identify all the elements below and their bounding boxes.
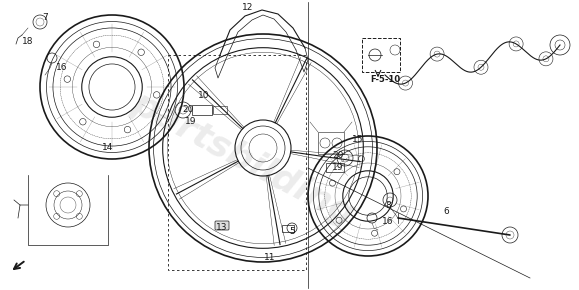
Bar — [362, 38, 400, 72]
Text: 14: 14 — [102, 144, 113, 153]
Bar — [318, 132, 344, 154]
Text: 8: 8 — [385, 200, 391, 209]
Text: F-5-10: F-5-10 — [370, 75, 400, 84]
Text: 15: 15 — [352, 135, 364, 144]
Text: 13: 13 — [216, 224, 228, 233]
Text: 20: 20 — [332, 151, 344, 160]
Text: 7: 7 — [42, 14, 48, 23]
Bar — [282, 225, 294, 232]
Text: partsbilding: partsbilding — [126, 86, 360, 233]
Text: 19: 19 — [185, 117, 197, 126]
Text: 19: 19 — [332, 164, 344, 173]
Text: 16: 16 — [382, 218, 394, 226]
Bar — [213, 106, 227, 114]
Text: 18: 18 — [22, 37, 34, 46]
Text: 16: 16 — [56, 64, 68, 72]
Bar — [168, 55, 306, 270]
FancyBboxPatch shape — [215, 221, 229, 230]
Text: 20: 20 — [182, 106, 194, 115]
Text: 6: 6 — [443, 208, 449, 217]
Bar — [326, 163, 344, 172]
Text: 12: 12 — [243, 3, 254, 12]
Bar — [192, 105, 212, 115]
Text: 10: 10 — [198, 92, 210, 101]
Text: 11: 11 — [264, 253, 276, 262]
Text: 5: 5 — [289, 227, 295, 237]
